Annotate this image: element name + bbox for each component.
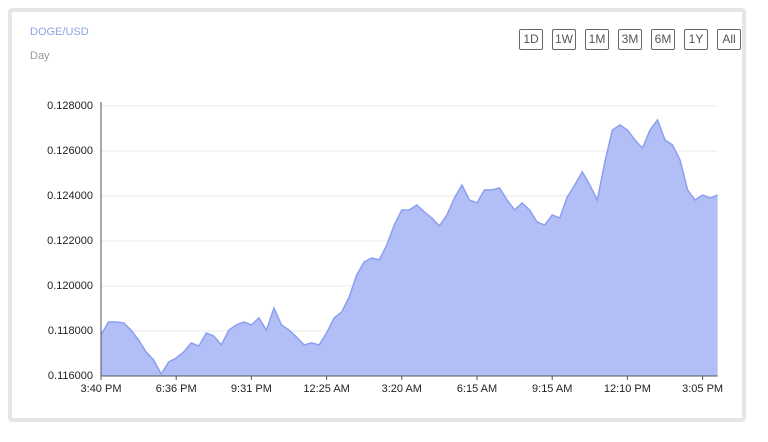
y-tick-label: 0.124000	[47, 190, 93, 202]
range-button[interactable]: 3M	[618, 29, 642, 50]
x-tick-label: 12:10 PM	[604, 383, 651, 395]
x-tick-label: 3:40 PM	[81, 383, 122, 395]
range-button[interactable]: 1M	[585, 29, 609, 50]
x-tick-label: 9:31 PM	[231, 383, 272, 395]
range-button[interactable]: 1Y	[684, 29, 708, 50]
y-tick-label: 0.120000	[47, 280, 93, 292]
y-tick-label: 0.126000	[47, 145, 93, 157]
x-tick-label: 12:25 AM	[303, 383, 349, 395]
range-button[interactable]: 6M	[651, 29, 675, 50]
chart-title: DOGE/USD	[30, 26, 89, 38]
range-button[interactable]: 1D	[519, 29, 543, 50]
chart-subtitle: Day	[30, 50, 50, 62]
x-tick-label: 6:15 AM	[457, 383, 497, 395]
area-fill	[101, 119, 718, 376]
price-line	[100, 118, 718, 376]
y-tick-label: 0.116000	[48, 370, 93, 382]
range-button[interactable]: 1W	[552, 29, 576, 50]
y-tick-label: 0.128000	[47, 100, 93, 112]
y-tick-label: 0.122000	[47, 235, 93, 247]
x-tick-label: 9:15 AM	[532, 383, 572, 395]
range-button[interactable]: All	[717, 29, 741, 50]
x-tick-label: 3:20 AM	[382, 383, 422, 395]
y-tick-label: 0.118000	[48, 325, 93, 337]
x-tick-label: 3:05 PM	[682, 383, 723, 395]
range-toolbar: 1D 1W 1M 3M 6M 1Y All	[519, 29, 741, 50]
x-tick-label: 6:36 PM	[156, 383, 197, 395]
